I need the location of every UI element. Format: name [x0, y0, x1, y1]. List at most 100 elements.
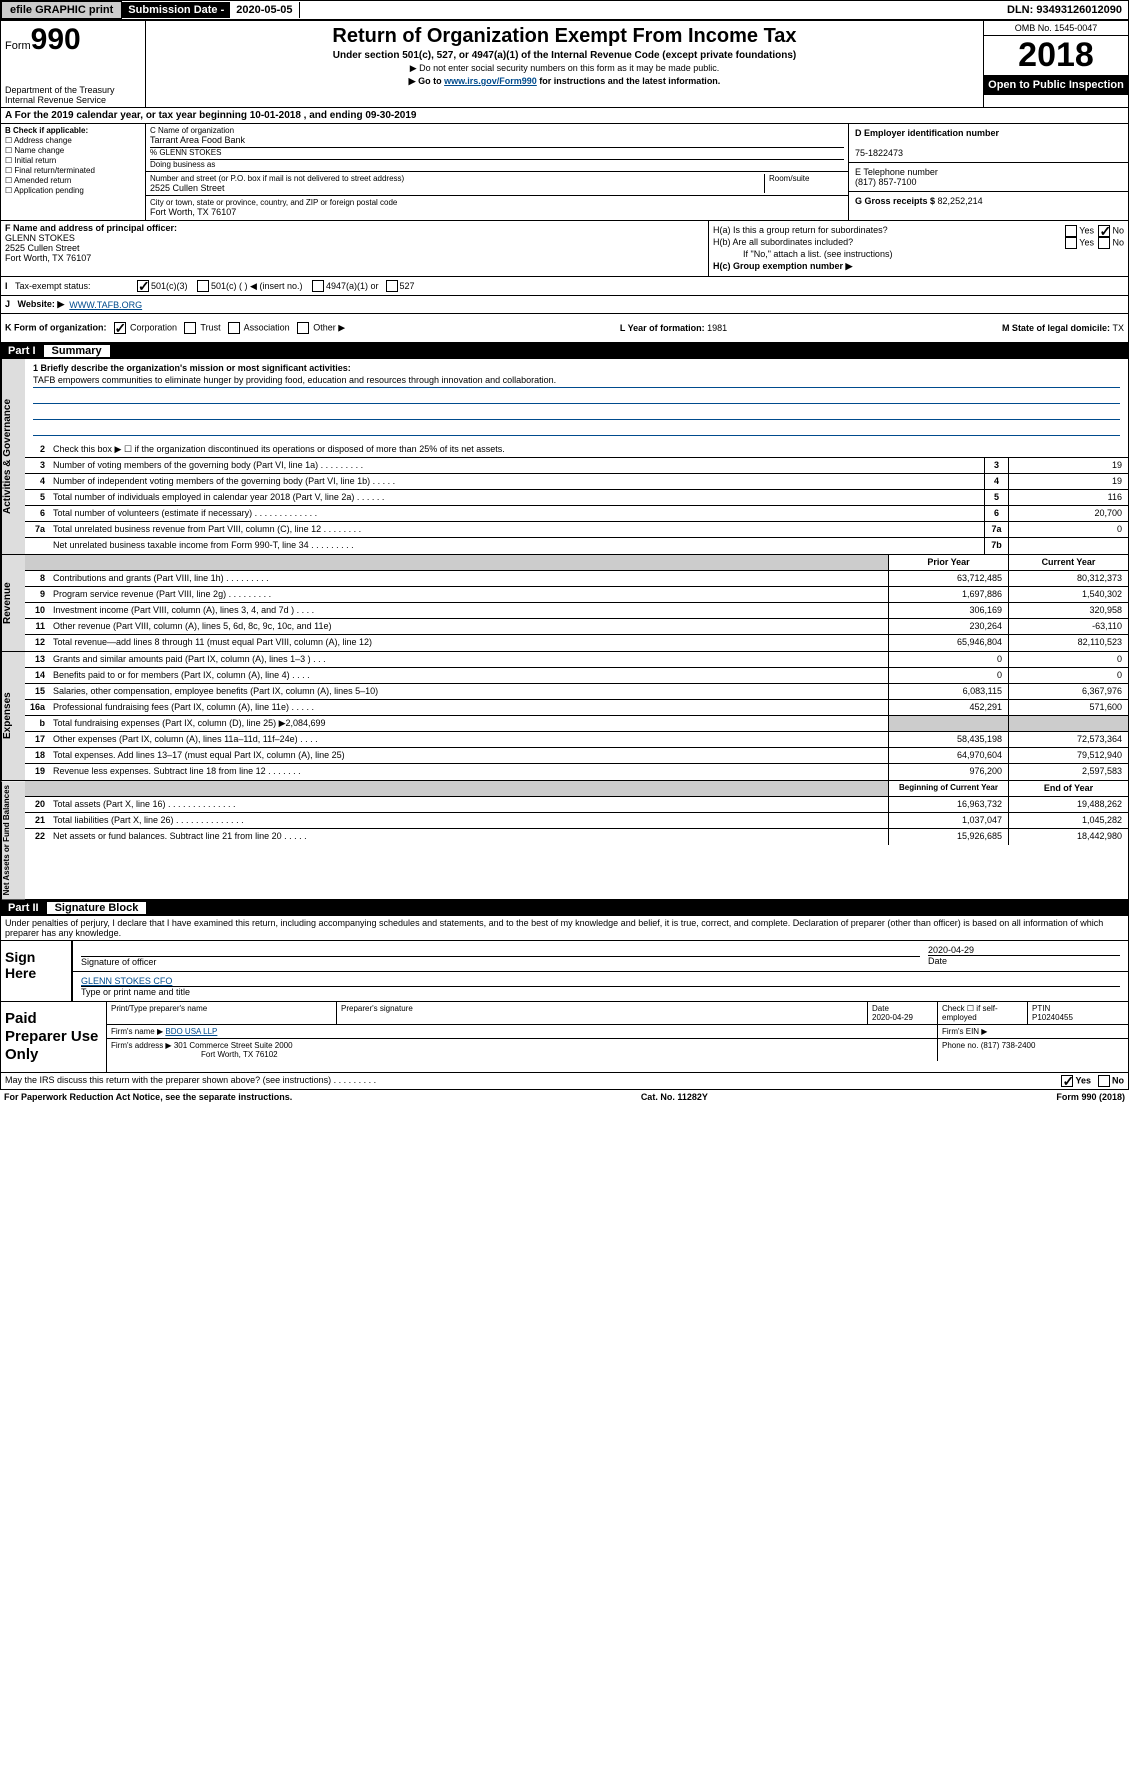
officer-name-title[interactable]: GLENN STOKES CFO	[81, 976, 172, 986]
street-address: 2525 Cullen Street	[150, 183, 764, 193]
summary-row: 3Number of voting members of the governi…	[25, 458, 1128, 474]
discuss-row: May the IRS discuss this return with the…	[0, 1073, 1129, 1090]
summary-row: 18Total expenses. Add lines 13–17 (must …	[25, 748, 1128, 764]
cb-address-change[interactable]: ☐ Address change	[5, 136, 141, 145]
sign-here-label: Sign Here	[1, 941, 71, 1001]
state-domicile: TX	[1112, 323, 1124, 333]
org-name-label: C Name of organization	[150, 126, 844, 135]
efile-print-button[interactable]: efile GRAPHIC print	[1, 1, 122, 19]
care-of: % GLENN STOKES	[150, 147, 844, 157]
org-name: Tarrant Area Food Bank	[150, 135, 844, 145]
mission-question: 1 Briefly describe the organization's mi…	[33, 363, 1120, 373]
cb-name-change[interactable]: ☐ Name change	[5, 146, 141, 155]
room-label: Room/suite	[769, 174, 844, 183]
summary-row: 6Total number of volunteers (estimate if…	[25, 506, 1128, 522]
summary-row: 5Total number of individuals employed in…	[25, 490, 1128, 506]
dept-treasury: Department of the Treasury Internal Reve…	[5, 85, 141, 105]
ha-yes[interactable]	[1065, 225, 1077, 237]
firm-name[interactable]: BDO USA LLP	[165, 1027, 217, 1036]
summary-row: 16aProfessional fundraising fees (Part I…	[25, 700, 1128, 716]
discuss-question: May the IRS discuss this return with the…	[5, 1075, 376, 1087]
form-number: Form990	[5, 23, 141, 57]
phone-label: E Telephone number	[855, 167, 938, 177]
summary-row: 19Revenue less expenses. Subtract line 1…	[25, 764, 1128, 780]
irs-link[interactable]: www.irs.gov/Form990	[444, 76, 537, 86]
prep-sig-hdr: Preparer's signature	[337, 1002, 868, 1024]
summary-row: 14Benefits paid to or for members (Part …	[25, 668, 1128, 684]
top-bar: efile GRAPHIC print Submission Date - 20…	[0, 0, 1129, 20]
eoy-hdr: End of Year	[1008, 781, 1128, 796]
footer: For Paperwork Reduction Act Notice, see …	[0, 1090, 1129, 1104]
cat-no: Cat. No. 11282Y	[641, 1092, 708, 1102]
boxes-d-e-g: D Employer identification number 75-1822…	[848, 124, 1128, 220]
boc-hdr: Beginning of Current Year	[888, 781, 1008, 796]
addr-label: Number and street (or P.O. box if mail i…	[150, 174, 764, 183]
cb-501c[interactable]	[197, 280, 209, 292]
firm-phone: (817) 738-2400	[981, 1041, 1036, 1050]
ha-label: H(a) Is this a group return for subordin…	[713, 225, 888, 235]
ha-no[interactable]	[1098, 225, 1110, 237]
discuss-yes[interactable]	[1061, 1075, 1073, 1087]
cb-trust[interactable]	[184, 322, 196, 334]
prep-selfemp[interactable]: Check ☐ if self-employed	[938, 1002, 1028, 1024]
box-c: C Name of organization Tarrant Area Food…	[146, 124, 848, 220]
officer-addr1: 2525 Cullen Street	[5, 243, 80, 253]
row-a-period: A For the 2019 calendar year, or tax yea…	[0, 108, 1129, 124]
omb-number: OMB No. 1545-0047	[984, 21, 1128, 36]
firm-addr2: Fort Worth, TX 76102	[111, 1050, 278, 1059]
firm-addr-label: Firm's address ▶	[111, 1041, 174, 1050]
firm-ein-label: Firm's EIN ▶	[938, 1025, 1128, 1038]
firm-name-label: Firm's name ▶	[111, 1027, 165, 1036]
hc-label: H(c) Group exemption number ▶	[713, 261, 1124, 272]
website-link[interactable]: WWW.TAFB.ORG	[69, 300, 142, 310]
ssn-note: ▶ Do not enter social security numbers o…	[150, 63, 979, 74]
prep-date-hdr: Date	[872, 1004, 889, 1013]
summary-row: 20Total assets (Part X, line 16) . . . .…	[25, 797, 1128, 813]
cb-final-return[interactable]: ☐ Final return/terminated	[5, 166, 141, 175]
summary-row: 7aTotal unrelated business revenue from …	[25, 522, 1128, 538]
cb-527[interactable]	[386, 280, 398, 292]
hb-no[interactable]	[1098, 237, 1110, 249]
tax-year: 2018	[984, 36, 1128, 75]
mission-blank-line	[33, 390, 1120, 404]
prep-name-hdr: Print/Type preparer's name	[107, 1002, 337, 1024]
tax-status-row: I Tax-exempt status: 501(c)(3) 501(c) ( …	[0, 277, 1129, 296]
current-year-hdr: Current Year	[1008, 555, 1128, 570]
summary-row: 11Other revenue (Part VIII, column (A), …	[25, 619, 1128, 635]
summary-row: 9Program service revenue (Part VIII, lin…	[25, 587, 1128, 603]
city-state-zip: Fort Worth, TX 76107	[150, 207, 844, 217]
cb-501c3[interactable]	[137, 280, 149, 292]
form-header: Form990 Department of the Treasury Inter…	[0, 20, 1129, 108]
year-formation: 1981	[707, 323, 727, 333]
summary-row: 4Number of independent voting members of…	[25, 474, 1128, 490]
phone: (817) 857-7100	[855, 177, 917, 187]
cb-corp[interactable]	[114, 322, 126, 334]
summary-row: Net unrelated business taxable income fr…	[25, 538, 1128, 554]
cb-4947[interactable]	[312, 280, 324, 292]
gross-receipts-label: G Gross receipts $	[855, 196, 938, 206]
hb-yes[interactable]	[1065, 237, 1077, 249]
cb-app-pending[interactable]: ☐ Application pending	[5, 186, 141, 195]
boxes-f-h: F Name and address of principal officer:…	[0, 221, 1129, 277]
ein-label: D Employer identification number	[855, 128, 999, 138]
cb-assoc[interactable]	[228, 322, 240, 334]
cb-initial-return[interactable]: ☐ Initial return	[5, 156, 141, 165]
summary-row: 22Net assets or fund balances. Subtract …	[25, 829, 1128, 845]
boxes-bcde: B Check if applicable: ☐ Address change …	[0, 124, 1129, 221]
sig-date-label: Date	[928, 955, 1120, 966]
vtab-revenue: Revenue	[1, 555, 25, 651]
sig-officer-label: Signature of officer	[81, 957, 920, 967]
mission-text: TAFB empowers communities to eliminate h…	[33, 373, 1120, 388]
pra-notice: For Paperwork Reduction Act Notice, see …	[4, 1092, 292, 1102]
discuss-no[interactable]	[1098, 1075, 1110, 1087]
paid-preparer-label: Paid Preparer Use Only	[1, 1002, 106, 1072]
hb-label: H(b) Are all subordinates included?	[713, 237, 853, 247]
officer-label: F Name and address of principal officer:	[5, 223, 177, 233]
cb-amended[interactable]: ☐ Amended return	[5, 176, 141, 185]
gross-receipts: 82,252,214	[938, 196, 983, 206]
summary-row: bTotal fundraising expenses (Part IX, co…	[25, 716, 1128, 732]
submission-date: 2020-05-05	[230, 2, 299, 18]
cb-other[interactable]	[297, 322, 309, 334]
goto-note: ▶ Go to www.irs.gov/Form990 for instruct…	[150, 76, 979, 87]
firm-addr: 301 Commerce Street Suite 2000	[174, 1041, 293, 1050]
